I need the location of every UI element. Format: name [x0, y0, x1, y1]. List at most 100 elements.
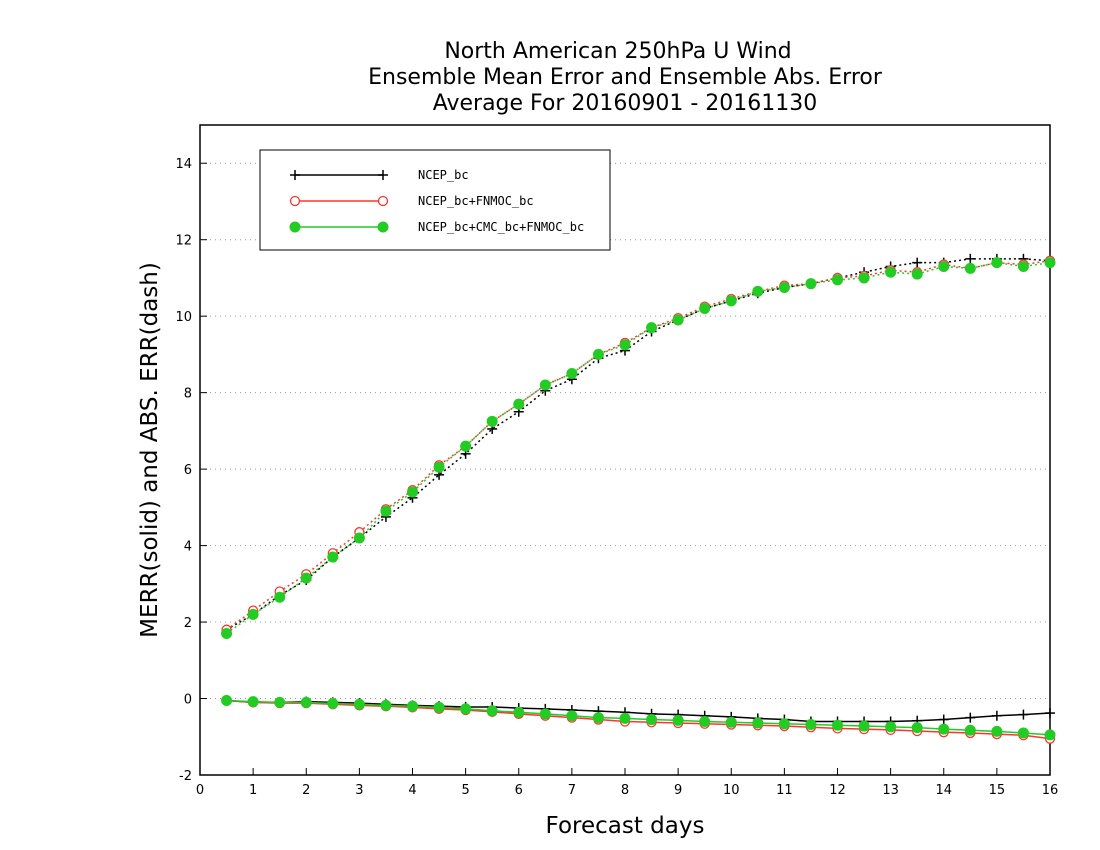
abs-err-point	[911, 268, 923, 280]
abs-err-point	[619, 339, 631, 351]
merr-point	[1017, 727, 1029, 739]
merr-point	[1018, 709, 1029, 720]
legend-box	[259, 149, 611, 251]
abs-err-point	[938, 260, 950, 272]
title-line-1: North American 250hPa U Wind	[444, 39, 791, 64]
abs-err-point	[991, 257, 1003, 269]
series-1	[221, 255, 1056, 744]
abs-err-point	[646, 322, 658, 334]
abs-err-point	[274, 591, 286, 603]
merr-point	[433, 701, 445, 713]
merr-point	[699, 715, 711, 727]
x-tick-label: 10	[723, 783, 740, 798]
legend-marker	[290, 170, 300, 180]
legend: NCEP_bc NCEP_bc+FNMOC_bc NCEP_bc+CMC_bc+FN…	[259, 149, 611, 251]
x-tick-label: 4	[408, 783, 416, 798]
abs-err-point	[672, 314, 684, 326]
merr-point	[646, 714, 658, 726]
legend-marker	[289, 195, 301, 207]
y-tick-label: 4	[184, 540, 192, 555]
abs-err-point	[566, 368, 578, 380]
abs-err-point	[247, 608, 259, 620]
x-tick-label: 8	[621, 783, 629, 798]
x-tick-label: 9	[674, 783, 682, 798]
y-tick-label: 2	[184, 616, 192, 631]
merr-point	[1045, 708, 1055, 719]
grid-lines	[200, 162, 1050, 776]
abs-err-point	[327, 551, 339, 563]
y-tick-label: 8	[184, 387, 192, 402]
abs-err-point	[725, 295, 737, 307]
merr-point	[619, 712, 631, 724]
abs-err-point	[513, 398, 525, 410]
x-tick-label: 12	[829, 783, 846, 798]
merr-point	[725, 716, 737, 728]
abs-err-point	[592, 348, 604, 360]
abs-err-point	[858, 272, 870, 284]
abs-err-point	[300, 572, 312, 584]
series-0	[221, 253, 1055, 727]
merr-point	[938, 723, 950, 735]
merr-point	[805, 719, 817, 731]
abs-err-point	[912, 257, 923, 268]
x-tick-label: 16	[1042, 783, 1059, 798]
y-tick-label: 14	[175, 157, 192, 172]
legend-marker	[377, 195, 389, 207]
abs-err-point	[805, 278, 817, 290]
abs-err-point	[353, 532, 365, 544]
merr-point	[858, 720, 870, 732]
abs-err-point	[460, 440, 472, 452]
abs-err-point	[1044, 257, 1056, 269]
merr-point	[592, 712, 604, 724]
x-axis-label: Forecast days	[546, 813, 705, 839]
abs-err-point	[965, 253, 976, 264]
y-tick-label: 12	[175, 234, 192, 249]
merr-point	[380, 699, 392, 711]
merr-point	[991, 710, 1002, 721]
y-axis-label: MERR(solid) and ABS. ERR(dash)	[137, 262, 163, 638]
abs-err-point	[699, 303, 711, 315]
merr-point	[353, 698, 365, 710]
legend-item: NCEP_bc+CMC_bc+FNMOC_bc	[289, 220, 584, 234]
merr-point	[965, 712, 976, 723]
merr-point	[486, 705, 498, 717]
abs-err-point	[1017, 260, 1029, 272]
merr-point	[778, 718, 790, 730]
abs-err-point	[885, 266, 897, 278]
legend-marker	[377, 221, 389, 233]
x-tick-label: 0	[196, 783, 204, 798]
chart-title: North American 250hPa U Wind Ensemble Me…	[368, 39, 883, 116]
merr-point	[938, 714, 949, 725]
abs-err-point	[539, 379, 551, 391]
x-tick-label: 15	[989, 783, 1006, 798]
merr-point	[539, 708, 551, 720]
series-layer	[221, 253, 1056, 744]
merr-point	[964, 724, 976, 736]
title-line-3: Average For 20160901 - 20161130	[433, 91, 818, 116]
merr-point	[1044, 729, 1056, 741]
merr-point	[885, 721, 897, 733]
x-tick-label: 5	[461, 783, 469, 798]
x-tick-label: 1	[249, 783, 257, 798]
legend-item: NCEP_bc	[290, 168, 469, 182]
y-tick-label: 6	[184, 463, 192, 478]
merr-point	[513, 706, 525, 718]
merr-point	[911, 722, 923, 734]
merr-point	[274, 696, 286, 708]
abs-err-point	[407, 486, 418, 498]
legend-label: NCEP_bc	[418, 168, 469, 182]
merr-point	[672, 714, 684, 726]
legend-marker	[289, 221, 301, 233]
y-tick-label: 10	[175, 310, 192, 325]
x-tick-label: 6	[515, 783, 523, 798]
merr-point	[327, 698, 339, 709]
merr-point	[752, 717, 764, 729]
abs-err-line	[226, 258, 1051, 631]
abs-err-line	[226, 261, 1051, 635]
merr-point	[247, 696, 259, 708]
merr-point	[832, 719, 843, 731]
abs-err-point	[752, 285, 764, 297]
series-2	[221, 257, 1056, 741]
